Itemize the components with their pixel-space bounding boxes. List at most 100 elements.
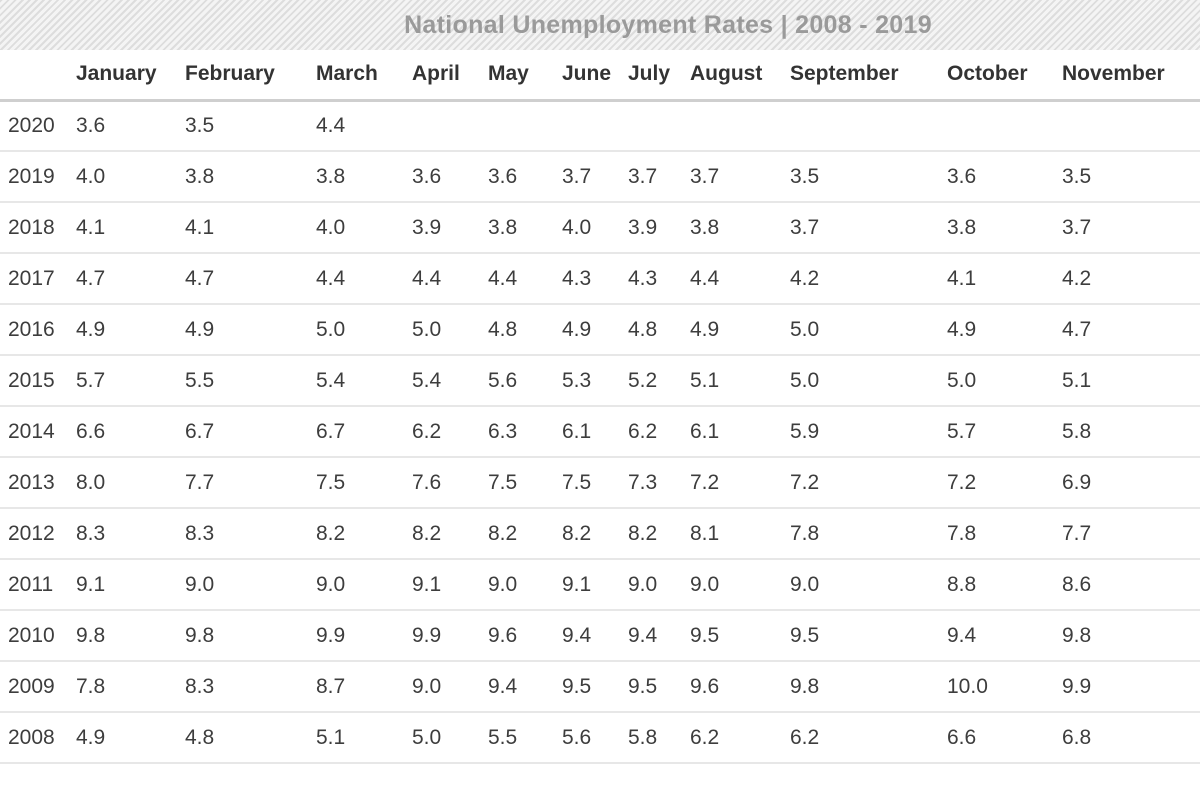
rate-cell: 8.1	[690, 508, 790, 560]
column-header-january: January	[76, 50, 185, 102]
rate-cell: 4.3	[628, 253, 690, 305]
rate-cell: 5.0	[412, 304, 488, 356]
rate-cell: 5.6	[488, 355, 562, 407]
rate-cell: 6.7	[316, 406, 412, 458]
rate-cell: 6.3	[488, 406, 562, 458]
rate-cell: 7.6	[412, 457, 488, 509]
rate-cell: 9.1	[562, 559, 628, 611]
rate-cell	[412, 100, 488, 152]
rate-cell: 9.9	[316, 610, 412, 662]
rate-cell: 9.4	[628, 610, 690, 662]
table-row-2018: 2018 4.1 4.1 4.0 3.9 3.8 4.0 3.9 3.8 3.7 3.8 3.7	[0, 202, 1200, 254]
rate-cell: 10.0	[947, 661, 1062, 713]
rate-cell: 9.8	[1062, 610, 1200, 662]
rate-cell: 8.2	[562, 508, 628, 560]
rate-cell: 4.1	[185, 202, 316, 254]
table-row-2015: 2015 5.7 5.5 5.4 5.4 5.6 5.3 5.2 5.1 5.0 5.0 5.1	[0, 355, 1200, 407]
rate-cell: 8.2	[628, 508, 690, 560]
rate-cell: 7.5	[488, 457, 562, 509]
year-cell: 2008	[0, 712, 76, 764]
year-cell: 2015	[0, 355, 76, 407]
rate-cell: 5.4	[412, 355, 488, 407]
rate-cell	[790, 100, 947, 152]
rate-cell	[947, 100, 1062, 152]
rate-cell: 6.7	[185, 406, 316, 458]
rate-cell: 9.1	[412, 559, 488, 611]
rate-cell	[1062, 100, 1200, 152]
rate-cell: 4.9	[690, 304, 790, 356]
rate-cell: 7.8	[790, 508, 947, 560]
rate-cell: 3.8	[947, 202, 1062, 254]
rate-cell: 4.4	[412, 253, 488, 305]
rate-cell: 3.8	[488, 202, 562, 254]
rate-cell: 9.4	[947, 610, 1062, 662]
rate-cell: 9.5	[628, 661, 690, 713]
rate-cell: 3.7	[690, 151, 790, 203]
year-cell: 2011	[0, 559, 76, 611]
rate-cell: 6.9	[1062, 457, 1200, 509]
rate-cell: 3.6	[76, 100, 185, 152]
rate-cell: 4.4	[690, 253, 790, 305]
rate-cell: 3.8	[316, 151, 412, 203]
rate-cell: 3.7	[562, 151, 628, 203]
rate-cell: 5.5	[185, 355, 316, 407]
rate-cell: 5.0	[412, 712, 488, 764]
rate-cell: 9.0	[185, 559, 316, 611]
rate-cell: 5.3	[562, 355, 628, 407]
rate-cell: 9.4	[488, 661, 562, 713]
rate-cell	[690, 100, 790, 152]
rate-cell: 5.0	[790, 355, 947, 407]
rate-cell: 6.2	[412, 406, 488, 458]
column-header-march: March	[316, 50, 412, 102]
rate-cell: 4.4	[488, 253, 562, 305]
rate-cell: 3.7	[1062, 202, 1200, 254]
rate-cell: 8.8	[947, 559, 1062, 611]
rate-cell: 7.8	[76, 661, 185, 713]
rate-cell: 5.6	[562, 712, 628, 764]
rate-cell: 8.2	[488, 508, 562, 560]
rate-cell: 4.7	[1062, 304, 1200, 356]
rate-cell: 3.5	[1062, 151, 1200, 203]
rate-cell: 9.0	[488, 559, 562, 611]
column-header-july: July	[628, 50, 690, 102]
year-cell: 2016	[0, 304, 76, 356]
table-row-2009: 2009 7.8 8.3 8.7 9.0 9.4 9.5 9.5 9.6 9.8 10.0 9.9	[0, 661, 1200, 713]
rate-cell	[628, 100, 690, 152]
rate-cell: 3.6	[947, 151, 1062, 203]
rate-cell: 4.2	[1062, 253, 1200, 305]
page-title: National Unemployment Rates | 2008 - 201…	[404, 10, 932, 39]
table-row-2014: 2014 6.6 6.7 6.7 6.2 6.3 6.1 6.2 6.1 5.9 5.7 5.8	[0, 406, 1200, 458]
rate-cell: 9.5	[562, 661, 628, 713]
rate-cell: 6.6	[76, 406, 185, 458]
rate-cell: 8.3	[185, 661, 316, 713]
rate-cell: 9.5	[690, 610, 790, 662]
table-row-2012: 2012 8.3 8.3 8.2 8.2 8.2 8.2 8.2 8.1 7.8 7.8 7.7	[0, 508, 1200, 560]
rate-cell	[562, 100, 628, 152]
rate-cell: 5.5	[488, 712, 562, 764]
column-header-august: August	[690, 50, 790, 102]
rate-cell: 6.6	[947, 712, 1062, 764]
column-header-february: February	[185, 50, 316, 102]
rate-cell: 4.9	[185, 304, 316, 356]
rate-cell: 7.5	[316, 457, 412, 509]
rate-cell: 8.3	[185, 508, 316, 560]
rate-cell: 9.0	[690, 559, 790, 611]
rate-cell: 5.0	[947, 355, 1062, 407]
table-row-2020: 2020 3.6 3.5 4.4	[0, 100, 1200, 152]
rate-cell: 5.9	[790, 406, 947, 458]
rate-cell: 3.6	[488, 151, 562, 203]
rate-cell: 8.0	[76, 457, 185, 509]
rate-cell: 7.2	[947, 457, 1062, 509]
year-cell: 2020	[0, 100, 76, 152]
rate-cell: 5.1	[316, 712, 412, 764]
rate-cell: 6.1	[562, 406, 628, 458]
rate-cell: 9.4	[562, 610, 628, 662]
year-cell: 2018	[0, 202, 76, 254]
rate-cell: 5.8	[628, 712, 690, 764]
rate-cell: 5.0	[316, 304, 412, 356]
rate-cell: 6.2	[628, 406, 690, 458]
rate-cell: 4.1	[76, 202, 185, 254]
rate-cell: 9.8	[790, 661, 947, 713]
rate-cell: 4.0	[76, 151, 185, 203]
